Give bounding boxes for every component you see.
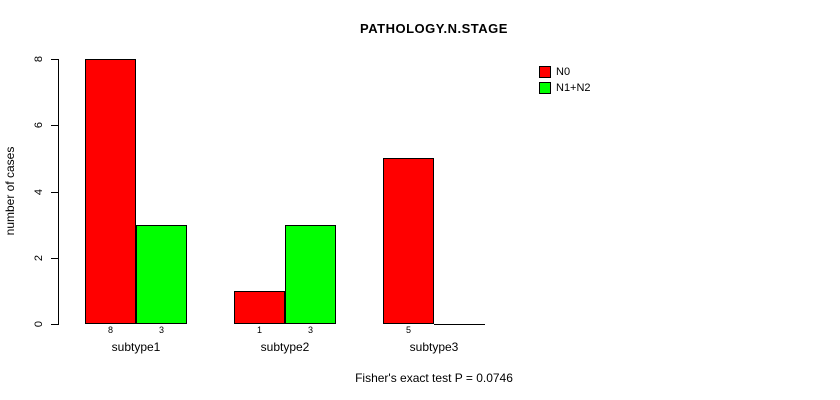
y-axis-tick	[51, 125, 58, 126]
bar-n1-n2-subtype1	[136, 225, 187, 324]
legend-label: N1+N2	[556, 82, 591, 94]
y-axis-tick-label: 0	[33, 320, 45, 328]
legend-item: N1+N2	[539, 81, 591, 95]
bar-value-label: 3	[307, 325, 313, 335]
bar-value-label: 1	[256, 325, 262, 335]
stat-test-caption: Fisher's exact test P = 0.0746	[355, 371, 513, 385]
x-axis-category-label: subtype3	[409, 340, 459, 354]
y-axis-tick-label: 6	[33, 121, 45, 129]
y-axis-tick-label: 2	[33, 254, 45, 262]
bar-value-label: 5	[405, 325, 411, 335]
bar-n0-subtype3	[383, 158, 434, 324]
bar-zero-n1-n2-subtype3	[434, 324, 485, 325]
legend-label: N0	[556, 66, 571, 78]
legend-swatch-n0	[539, 66, 551, 78]
bar-value-label: 8	[107, 325, 113, 335]
x-axis-category-label: subtype2	[260, 340, 310, 354]
x-axis-category-label: subtype1	[111, 340, 161, 354]
legend-swatch-n1-n2	[539, 82, 551, 94]
y-axis-tick	[51, 324, 58, 325]
y-axis-tick	[51, 192, 58, 193]
bar-value-label: 3	[158, 325, 164, 335]
bar-n0-subtype2	[234, 291, 285, 324]
bar-n1-n2-subtype2	[285, 225, 336, 324]
chart-title: PATHOLOGY.N.STAGE	[360, 21, 508, 36]
legend-item: N0	[539, 65, 591, 79]
y-axis-tick	[51, 258, 58, 259]
y-axis-line	[58, 59, 59, 325]
y-axis-tick	[51, 59, 58, 60]
bar-n0-subtype1	[85, 59, 136, 324]
legend: N0 N1+N2	[539, 65, 591, 97]
y-axis-tick-label: 8	[33, 55, 45, 63]
y-axis-label: number of cases	[3, 146, 17, 236]
y-axis-tick-label: 4	[33, 188, 45, 196]
